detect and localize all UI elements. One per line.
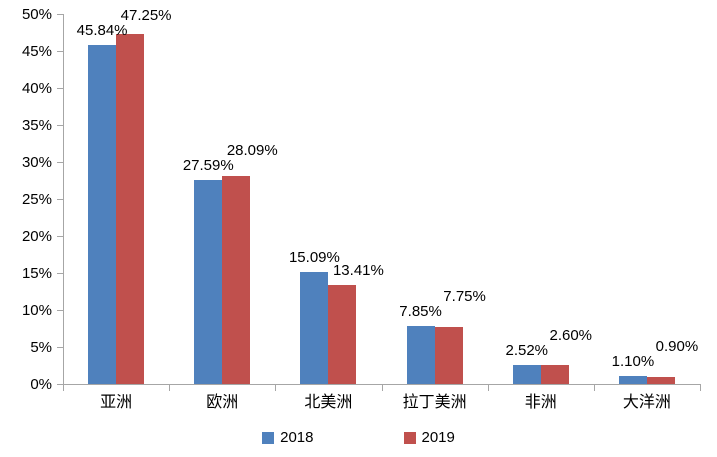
bar-2019-欧洲 bbox=[222, 176, 251, 384]
data-label-2018-北美洲: 15.09% bbox=[288, 249, 340, 267]
x-axis-tick bbox=[700, 385, 701, 391]
y-axis-tick bbox=[57, 384, 63, 385]
legend-item-2019: 2019 bbox=[403, 429, 455, 446]
bar-2018-北美洲 bbox=[300, 272, 329, 384]
x-axis-category-label: 北美洲 bbox=[304, 394, 353, 411]
y-axis-tick-label: 30% bbox=[21, 153, 52, 171]
legend: 2018 2019 bbox=[0, 429, 717, 446]
data-label-2019-大洋洲: 0.90% bbox=[655, 337, 699, 355]
y-axis-tick bbox=[57, 273, 63, 274]
x-axis-tick bbox=[63, 385, 64, 391]
legend-label-2019: 2019 bbox=[421, 429, 455, 446]
y-axis-tick bbox=[57, 125, 63, 126]
data-label-2019-亚洲: 47.25% bbox=[120, 6, 172, 24]
y-axis-tick-label: 25% bbox=[21, 190, 52, 208]
y-axis-tick-label: 40% bbox=[21, 79, 52, 97]
bar-2018-拉丁美洲 bbox=[406, 325, 435, 384]
y-axis-tick-label: 45% bbox=[21, 42, 52, 60]
legend-label-2018: 2018 bbox=[280, 429, 314, 446]
legend-swatch-2019 bbox=[403, 431, 416, 444]
y-axis-tick bbox=[57, 14, 63, 15]
data-label-2019-非洲: 2.60% bbox=[549, 327, 593, 345]
bar-2019-非洲 bbox=[540, 364, 569, 384]
legend-item-2018: 2018 bbox=[262, 429, 314, 446]
data-label-2019-欧洲: 28.09% bbox=[226, 141, 278, 159]
y-axis-tick-label: 5% bbox=[30, 338, 52, 356]
y-axis-tick bbox=[57, 310, 63, 311]
bar-2018-非洲 bbox=[512, 365, 541, 384]
bar-2019-拉丁美洲 bbox=[434, 326, 463, 384]
y-axis-tick-label: 0% bbox=[30, 375, 52, 393]
x-axis-tick bbox=[275, 385, 277, 391]
x-axis-category-label: 欧洲 bbox=[206, 394, 239, 411]
y-axis-tick bbox=[57, 88, 63, 89]
y-axis-tick-label: 10% bbox=[21, 301, 52, 319]
bar-2019-大洋洲 bbox=[646, 377, 675, 384]
data-label-2018-亚洲: 45.84% bbox=[76, 21, 128, 39]
y-axis-tick-label: 15% bbox=[21, 264, 52, 282]
y-axis-tick-label: 50% bbox=[21, 5, 52, 23]
x-axis-tick bbox=[593, 385, 595, 391]
x-axis-line bbox=[63, 384, 701, 385]
y-axis-tick bbox=[57, 199, 63, 200]
legend-swatch-2018 bbox=[262, 431, 275, 444]
data-label-2018-非洲: 2.52% bbox=[505, 342, 549, 360]
x-axis-tick bbox=[487, 385, 489, 391]
x-axis-category-label: 拉丁美洲 bbox=[402, 394, 467, 411]
x-axis-tick bbox=[169, 385, 171, 391]
bar-2018-欧洲 bbox=[194, 179, 223, 384]
y-axis-tick bbox=[57, 51, 63, 52]
data-label-2019-拉丁美洲: 7.75% bbox=[443, 287, 486, 305]
y-axis-tick-label: 20% bbox=[21, 227, 52, 245]
y-axis-line bbox=[63, 14, 64, 385]
bar-2019-亚洲 bbox=[116, 34, 145, 384]
bar-2018-大洋洲 bbox=[618, 375, 647, 384]
y-axis-tick bbox=[57, 162, 63, 163]
y-axis-tick bbox=[57, 347, 63, 348]
bar-2018-亚洲 bbox=[88, 44, 117, 384]
data-label-2019-北美洲: 13.41% bbox=[332, 261, 384, 279]
data-label-2018-大洋洲: 1.10% bbox=[611, 352, 655, 370]
y-axis-tick bbox=[57, 236, 63, 237]
data-label-2018-欧洲: 27.59% bbox=[182, 156, 234, 174]
x-axis-category-label: 大洋洲 bbox=[622, 394, 671, 411]
data-label-2018-拉丁美洲: 7.85% bbox=[399, 302, 442, 320]
x-axis-tick bbox=[381, 385, 383, 391]
bar-2019-北美洲 bbox=[328, 284, 357, 384]
x-axis-category-label: 非洲 bbox=[524, 394, 557, 411]
y-axis-tick-label: 35% bbox=[21, 116, 52, 134]
x-axis-category-label: 亚洲 bbox=[100, 394, 133, 411]
